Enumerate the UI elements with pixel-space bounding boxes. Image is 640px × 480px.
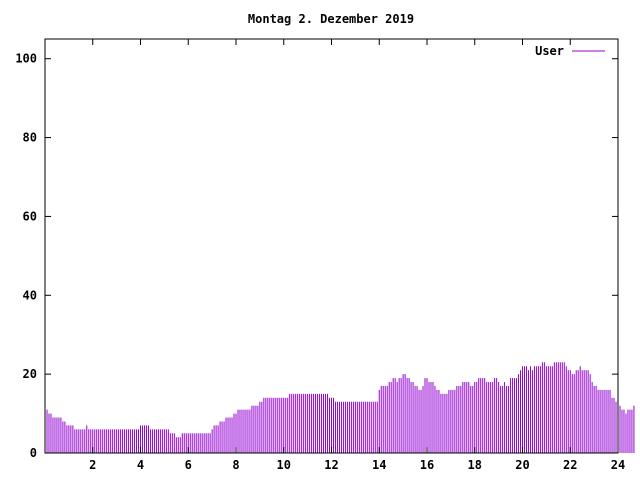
x-tick-label: 12 [324,458,338,472]
x-tick-label: 6 [185,458,192,472]
y-tick-label: 60 [23,209,37,223]
x-tick-label: 8 [232,458,239,472]
x-tick-label: 18 [468,458,482,472]
y-tick-label: 80 [23,131,37,145]
x-tick-label: 22 [563,458,577,472]
x-tick-label: 2 [89,458,96,472]
y-tick-label: 20 [23,367,37,381]
x-tick-label: 4 [137,458,144,472]
y-tick-label: 100 [15,52,37,66]
y-tick-label: 40 [23,288,37,302]
legend-label-user: User [535,44,564,58]
chart-title: Montag 2. Dezember 2019 [248,12,414,26]
plot-frame [44,38,619,454]
y-tick-label: 0 [30,446,37,460]
x-tick-label: 10 [277,458,291,472]
x-tick-label: 14 [372,458,386,472]
bar-series-user [44,362,635,453]
legend: User [535,44,605,58]
x-tick-label: 24 [611,458,625,472]
x-tick-label: 20 [515,458,529,472]
x-tick-label: 16 [420,458,434,472]
